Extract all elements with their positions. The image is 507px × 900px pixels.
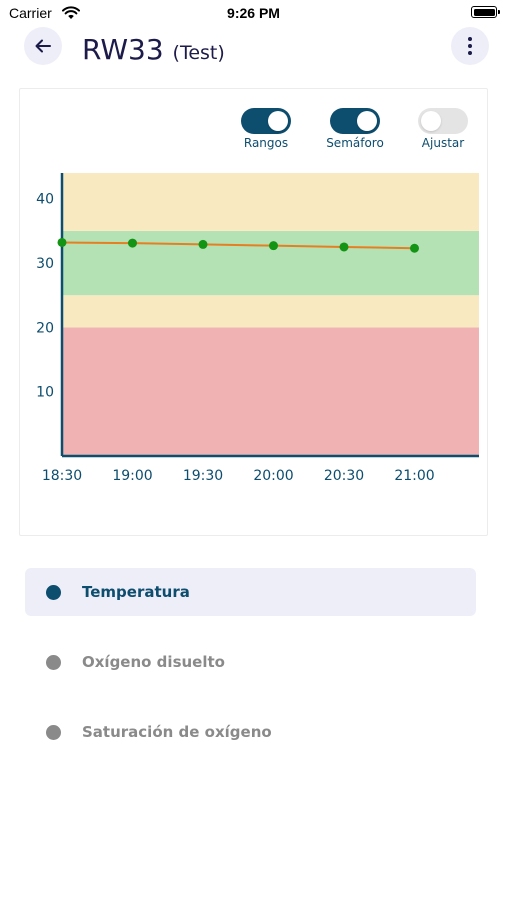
semaforo-label: Semáforo (326, 136, 384, 150)
range-band (62, 295, 479, 328)
y-tick-label: 20 (36, 320, 54, 336)
back-button[interactable] (24, 27, 62, 65)
rangos-switch[interactable] (241, 108, 291, 134)
range-band (62, 327, 479, 456)
status-bar: Carrier 9:26 PM (0, 0, 507, 28)
range-band (62, 173, 479, 231)
page-title: RW33 (Test) (82, 33, 225, 66)
y-tick-label: 10 (36, 385, 54, 401)
x-tick-label: 20:30 (324, 468, 364, 484)
data-point (339, 242, 349, 252)
toggle-ajustar: Ajustar (403, 108, 483, 150)
series-dot-icon (46, 724, 61, 740)
more-options-button[interactable] (451, 27, 489, 65)
ajustar-label: Ajustar (421, 136, 465, 150)
device-subtitle: (Test) (172, 42, 225, 64)
chart-card: Rangos Semáforo Ajustar 40 30 20 10 18:30 19:… (19, 88, 488, 536)
data-point (57, 237, 67, 247)
data-point (198, 239, 208, 249)
data-point (128, 238, 137, 248)
x-tick-label: 21:00 (394, 468, 434, 484)
series-label: Saturación de oxígeno (82, 723, 272, 741)
series-dot-icon (46, 654, 61, 670)
toggle-semaforo: Semáforo (315, 108, 395, 150)
ajustar-switch[interactable] (418, 108, 468, 134)
series-item-oxigeno-disuelto[interactable]: Oxígeno disuelto (25, 638, 476, 686)
wifi-icon (62, 5, 80, 24)
series-item-temperatura[interactable]: Temperatura (25, 568, 476, 616)
rangos-label: Rangos (243, 136, 289, 150)
toggle-rangos: Rangos (226, 108, 306, 150)
series-item-saturacion-oxigeno[interactable]: Saturación de oxígeno (25, 708, 476, 756)
battery-icon (471, 6, 500, 18)
series-dot-icon (46, 584, 61, 600)
x-tick-label: 18:30 (42, 468, 82, 484)
carrier-label: Carrier (9, 5, 52, 21)
data-point (269, 241, 278, 251)
x-tick-label: 19:30 (183, 468, 223, 484)
data-point (410, 243, 419, 253)
y-tick-label: 30 (36, 256, 54, 272)
device-name: RW33 (82, 33, 164, 66)
series-line (61, 241, 415, 250)
more-vertical-icon (468, 37, 472, 55)
arrow-left-icon (35, 39, 51, 53)
semaforo-switch[interactable] (330, 108, 380, 134)
series-label: Temperatura (82, 583, 190, 601)
clock: 9:26 PM (227, 5, 280, 21)
temperature-chart[interactable]: 40 30 20 10 18:30 19:00 19:30 20:00 20:30 21:00 (20, 89, 489, 537)
x-tick-label: 20:00 (253, 468, 293, 484)
series-label: Oxígeno disuelto (82, 653, 225, 671)
y-tick-label: 40 (36, 192, 54, 208)
range-band (62, 230, 479, 296)
x-tick-label: 19:00 (112, 468, 152, 484)
